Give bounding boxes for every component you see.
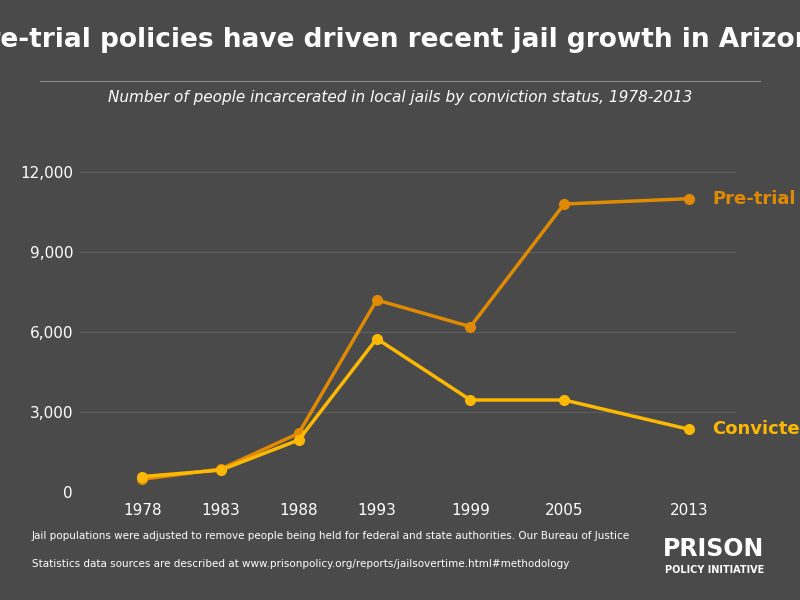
Text: PRISON: PRISON bbox=[662, 537, 764, 561]
Text: Statistics data sources are described at www.prisonpolicy.org/reports/jailsovert: Statistics data sources are described at… bbox=[32, 559, 570, 569]
Text: Number of people incarcerated in local jails by conviction status, 1978-2013: Number of people incarcerated in local j… bbox=[108, 90, 692, 105]
Text: Pre-trial: Pre-trial bbox=[713, 190, 796, 208]
Text: Convicted: Convicted bbox=[713, 421, 800, 439]
Text: Jail populations were adjusted to remove people being held for federal and state: Jail populations were adjusted to remove… bbox=[32, 531, 630, 541]
Text: Pre-trial policies have driven recent jail growth in Arizona: Pre-trial policies have driven recent ja… bbox=[0, 27, 800, 53]
Text: POLICY INITIATIVE: POLICY INITIATIVE bbox=[665, 565, 764, 575]
